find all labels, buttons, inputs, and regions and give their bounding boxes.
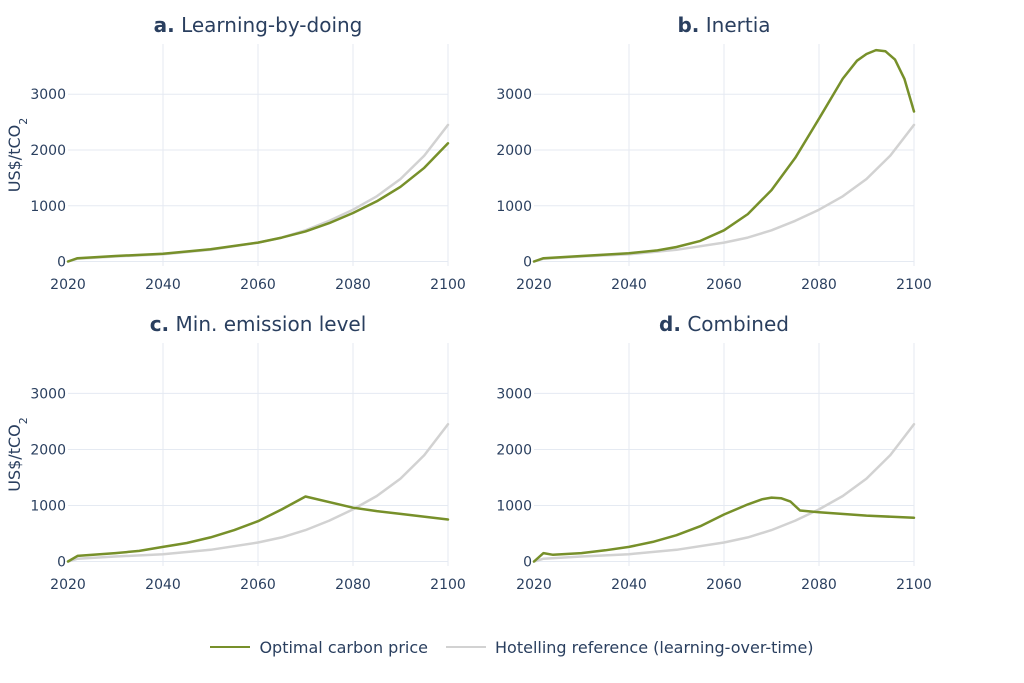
y-tick-label-d-2000: 2000 <box>496 442 532 458</box>
y-axis-label-c: US$/tCO2 <box>5 417 30 491</box>
panel-title-letter-b: b. <box>677 13 699 37</box>
x-tick-label-c-2020: 2020 <box>50 577 86 593</box>
x-tick-label-d-2040: 2040 <box>611 577 647 593</box>
panel-title-c: c. Min. emission level <box>150 312 367 336</box>
legend-item-optimal[interactable]: Optimal carbon price <box>210 638 428 657</box>
x-tick-label-b-2020: 2020 <box>516 277 552 293</box>
x-tick-label-d-2100: 2100 <box>896 577 932 593</box>
y-axis-label-sub-c: 2 <box>17 417 30 424</box>
x-tick-label-d-2020: 2020 <box>516 577 552 593</box>
optimal-price-line-a <box>66 142 450 263</box>
y-axis-label-sub-a: 2 <box>17 118 30 125</box>
y-axis-label-main-a: US$/tCO <box>5 125 24 192</box>
legend-item-reference[interactable]: Hotelling reference (learning-over-time) <box>446 638 814 657</box>
legend-label-reference: Hotelling reference (learning-over-time) <box>495 637 814 657</box>
x-tick-label-a-2060: 2060 <box>240 277 276 293</box>
y-tick-label-c-0: 0 <box>57 555 66 571</box>
panel-title-letter-a: a. <box>154 13 175 37</box>
panel-title-text-d: Combined <box>681 312 789 336</box>
panel-b: 0 1000 2000 3000 2020 2040 2060 2080 2100 b. Iner… <box>496 13 931 293</box>
x-tick-label-d-2060: 2060 <box>706 577 742 593</box>
panel-title-b: b. Inertia <box>677 13 770 37</box>
x-tick-label-b-2040: 2040 <box>611 277 647 293</box>
y-tick-label-c-2000: 2000 <box>30 442 66 458</box>
optimal-price-line-d <box>532 496 916 563</box>
legend-swatch-optimal <box>210 646 251 648</box>
y-tick-label-b-3000: 3000 <box>496 87 532 103</box>
x-tick-label-a-2100: 2100 <box>430 277 466 293</box>
y-tick-label-a-2000: 2000 <box>30 143 66 159</box>
optimal-price-line-c <box>66 495 450 563</box>
y-tick-label-b-1000: 1000 <box>496 199 532 215</box>
x-tick-label-b-2080: 2080 <box>801 277 837 293</box>
x-tick-label-c-2060: 2060 <box>240 577 276 593</box>
y-tick-label-c-3000: 3000 <box>30 386 66 402</box>
y-axis-label-main-c: US$/tCO <box>5 424 24 491</box>
y-tick-label-b-0: 0 <box>523 255 532 271</box>
panel-a: 0 1000 2000 3000 2020 2040 2060 2080 2100 a. Lear… <box>5 13 466 293</box>
x-tick-label-d-2080: 2080 <box>801 577 837 593</box>
panel-title-text-c: Min. emission level <box>169 312 366 336</box>
y-tick-label-a-1000: 1000 <box>30 199 66 215</box>
x-tick-label-b-2100: 2100 <box>896 277 932 293</box>
x-tick-label-a-2020: 2020 <box>50 277 86 293</box>
x-tick-label-b-2060: 2060 <box>706 277 742 293</box>
panel-title-d: d. Combined <box>659 312 789 336</box>
panel-title-text-a: Learning-by-doing <box>175 13 363 37</box>
panel-c: 0 1000 2000 3000 2020 2040 2060 2080 2100 c. Min.… <box>5 312 466 593</box>
y-tick-label-b-2000: 2000 <box>496 143 532 159</box>
legend-label-optimal: Optimal carbon price <box>259 637 428 657</box>
x-tick-label-c-2040: 2040 <box>145 577 181 593</box>
x-tick-label-c-2100: 2100 <box>430 577 466 593</box>
panel-title-a: a. Learning-by-doing <box>154 13 363 37</box>
y-tick-label-a-3000: 3000 <box>30 87 66 103</box>
y-axis-label-a: US$/tCO2 <box>5 118 30 192</box>
panel-title-letter-c: c. <box>150 312 169 336</box>
x-tick-label-c-2080: 2080 <box>335 577 371 593</box>
hotelling-reference-line-d <box>532 422 916 563</box>
y-tick-label-a-0: 0 <box>57 255 66 271</box>
x-tick-label-a-2080: 2080 <box>335 277 371 293</box>
y-tick-label-d-3000: 3000 <box>496 386 532 402</box>
panel-title-letter-d: d. <box>659 312 681 336</box>
y-tick-label-d-1000: 1000 <box>496 498 532 514</box>
panel-title-text-b: Inertia <box>699 13 770 37</box>
y-tick-label-c-1000: 1000 <box>30 498 66 514</box>
hotelling-reference-line-c <box>66 422 450 563</box>
legend: Optimal carbon price Hotelling reference… <box>0 633 1024 661</box>
panel-d: 0 1000 2000 3000 2020 2040 2060 2080 2100 d. Comb… <box>496 312 931 593</box>
y-tick-label-d-0: 0 <box>523 555 532 571</box>
legend-swatch-reference <box>446 646 486 648</box>
optimal-price-line-b <box>532 48 916 263</box>
x-tick-label-a-2040: 2040 <box>145 277 181 293</box>
